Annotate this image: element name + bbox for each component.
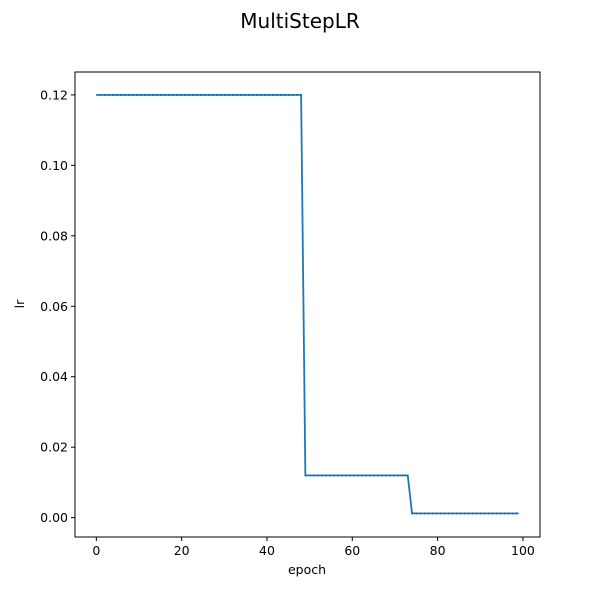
y-tick-label: 0.04	[40, 369, 68, 384]
x-tick-label: 40	[259, 543, 275, 558]
y-tick-label: 0.10	[40, 158, 68, 173]
y-tick-label: 0.00	[40, 510, 68, 525]
y-tick-label: 0.08	[40, 228, 68, 243]
y-axis-label: lr	[12, 299, 27, 308]
series-lr	[96, 94, 519, 515]
x-axis-label: epoch	[288, 562, 326, 577]
series-line	[96, 94, 519, 515]
x-tick-label: 100	[511, 543, 535, 558]
y-tick-label: 0.02	[40, 440, 68, 455]
plot-area	[74, 71, 541, 538]
x-axis: 0 20 40 60 80 100	[92, 537, 535, 558]
y-axis: 0.00 0.02 0.04 0.06 0.08 0.10 0.12	[40, 87, 75, 525]
x-tick-label: 20	[174, 543, 190, 558]
x-tick-label: 60	[344, 543, 360, 558]
y-tick-label: 0.12	[40, 87, 68, 102]
y-tick-label: 0.06	[40, 299, 68, 314]
x-tick-label: 0	[92, 543, 100, 558]
x-tick-label: 80	[430, 543, 446, 558]
chart-title: MultiStepLR	[240, 9, 360, 33]
